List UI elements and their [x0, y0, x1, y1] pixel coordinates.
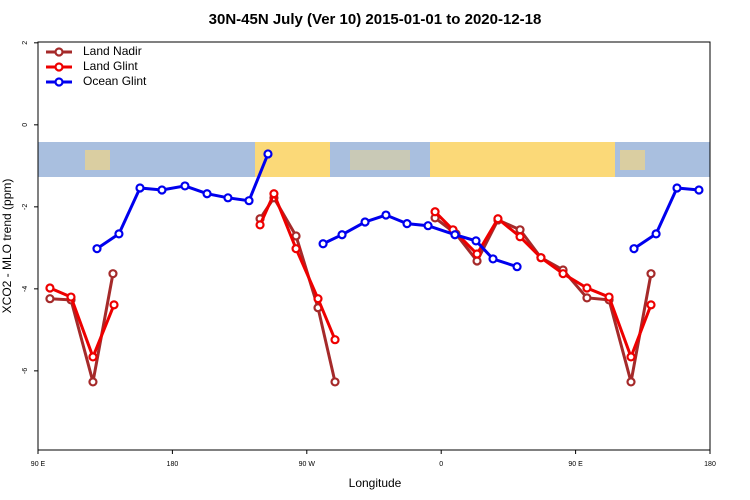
point	[223, 193, 233, 203]
point	[263, 149, 273, 159]
point	[629, 244, 639, 254]
point	[402, 219, 412, 229]
point	[646, 269, 656, 279]
point	[493, 214, 503, 224]
point	[472, 249, 482, 259]
point	[694, 185, 704, 195]
legend-marker	[54, 47, 64, 57]
point	[536, 253, 546, 263]
point	[604, 292, 614, 302]
chart-title: 30N-45N July (Ver 10) 2015-01-01 to 2020…	[209, 11, 542, 28]
point	[646, 300, 656, 310]
point	[269, 189, 279, 199]
point	[45, 294, 55, 304]
x-tick-label: 90 E	[568, 461, 583, 468]
point	[157, 185, 167, 195]
point	[330, 335, 340, 345]
point	[291, 231, 301, 241]
point	[66, 292, 76, 302]
point	[430, 207, 440, 217]
point	[488, 254, 498, 264]
point	[626, 352, 636, 362]
x-tick-label: 180	[167, 461, 179, 468]
legend-marker	[54, 62, 64, 72]
legend-label: Land Nadir	[83, 44, 142, 58]
x-tick-label: 180	[704, 461, 716, 468]
point	[45, 283, 55, 293]
point	[626, 377, 636, 387]
point	[114, 229, 124, 239]
point	[381, 210, 391, 220]
point	[244, 196, 254, 206]
point	[512, 262, 522, 272]
point	[330, 377, 340, 387]
point	[558, 269, 568, 279]
x-tick-label: 90 W	[299, 461, 316, 468]
x-tick-label: 90 E	[31, 461, 46, 468]
point	[135, 183, 145, 193]
y-axis-label: XCO2 - MLO trend (ppm)	[0, 179, 14, 314]
plot-frame	[37, 41, 711, 451]
map-band	[38, 142, 710, 177]
point	[202, 189, 212, 199]
y-tick-label: -4	[22, 286, 29, 292]
point	[108, 269, 118, 279]
y-tick-label: -6	[22, 368, 29, 374]
y-tick-label: 2	[22, 41, 29, 45]
point	[313, 294, 323, 304]
point	[88, 352, 98, 362]
point	[471, 236, 481, 246]
point	[515, 232, 525, 242]
point	[88, 377, 98, 387]
point	[291, 244, 301, 254]
point	[423, 221, 433, 231]
point	[672, 183, 682, 193]
legend-label: Land Glint	[83, 59, 138, 73]
point	[180, 181, 190, 191]
legend-label: Ocean Glint	[83, 74, 147, 88]
point	[450, 230, 460, 240]
point	[92, 244, 102, 254]
point	[318, 239, 328, 249]
x-tick-label: 0	[439, 461, 443, 468]
point	[255, 220, 265, 230]
y-tick-label: -2	[22, 204, 29, 210]
legend-marker	[54, 77, 64, 87]
point	[582, 283, 592, 293]
x-axis-label: Longitude	[349, 476, 402, 490]
point	[651, 229, 661, 239]
y-tick-label: 0	[22, 123, 29, 127]
point	[360, 217, 370, 227]
point	[582, 293, 592, 303]
point	[109, 300, 119, 310]
point	[337, 230, 347, 240]
